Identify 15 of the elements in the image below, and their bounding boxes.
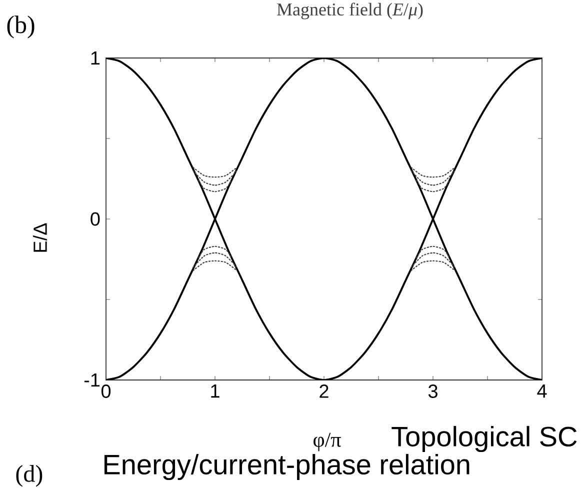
text: (b) — [7, 16, 34, 38]
x-tick-label: 4 — [537, 384, 547, 398]
y-tick-label: 1 — [91, 51, 100, 65]
x-tick-label: 2 — [320, 384, 328, 398]
y-tick-label: 0 — [90, 212, 100, 226]
text: (d) — [16, 465, 42, 487]
text: Energy/current-phase relation — [104, 454, 470, 480]
y-tick-label: -1 — [84, 373, 100, 387]
y-axis-title: E/Δ — [33, 223, 47, 252]
x-tick-label: 1 — [211, 384, 220, 398]
text: Topological SC — [392, 426, 577, 452]
x-tick-label: 3 — [428, 384, 438, 398]
x-axis-title: φ/π — [314, 432, 341, 452]
x-tick-label: 0 — [101, 384, 111, 398]
chart-title: Magnetic field (E/μ) — [277, 2, 423, 20]
